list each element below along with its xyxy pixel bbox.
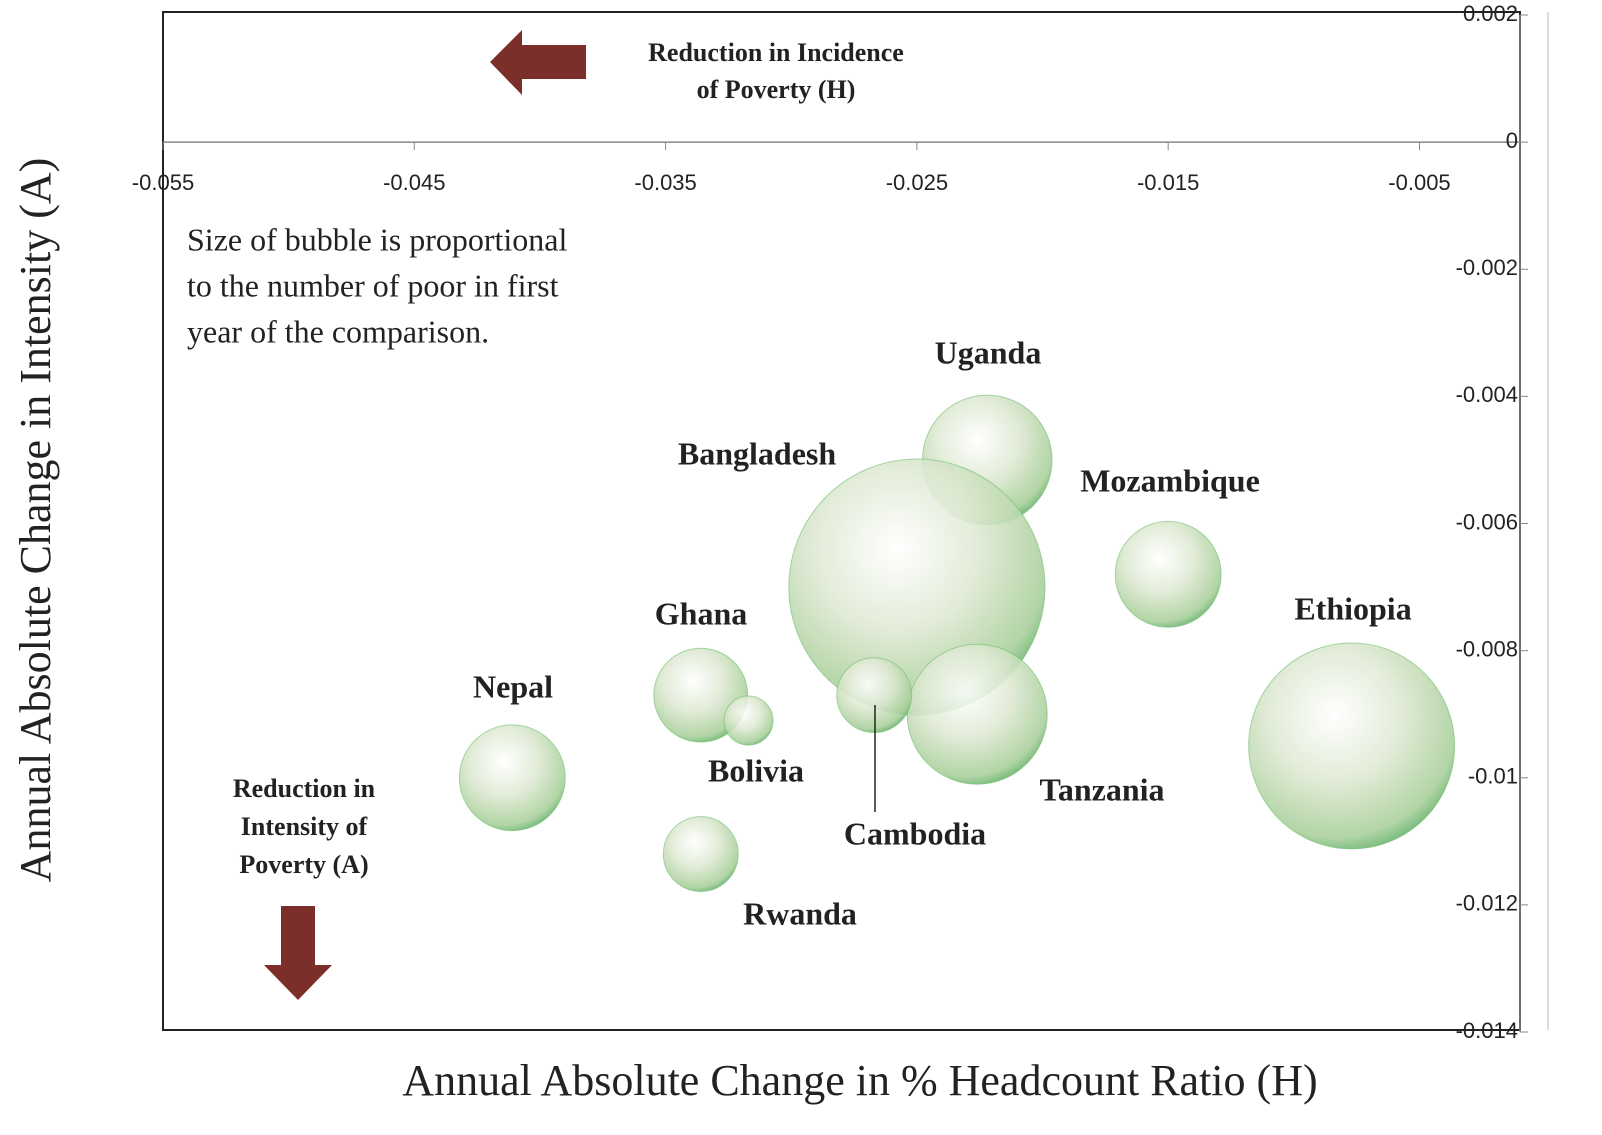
bubble-label: Nepal [473, 668, 553, 704]
y-tick-label: -0.014 [1456, 1018, 1518, 1043]
annotation: year of the comparison. [187, 313, 489, 349]
bubble [662, 816, 739, 892]
annotation: Reduction in [233, 774, 376, 803]
bubble [723, 695, 774, 746]
annotation: Intensity of [241, 812, 368, 841]
annotation: to the number of poor in first [187, 267, 559, 303]
x-tick-label: -0.045 [383, 170, 445, 195]
x-axis-title: Annual Absolute Change in % Headcount Ra… [402, 1056, 1317, 1105]
annotation: Reduction in Incidence [648, 38, 904, 67]
annotation: of Poverty (H) [697, 75, 856, 104]
bubble [906, 643, 1048, 785]
x-tick-label: -0.055 [132, 170, 194, 195]
bubble-label: Bolivia [708, 752, 804, 788]
y-tick-label: -0.004 [1456, 382, 1518, 407]
bubble-label: Cambodia [844, 815, 986, 851]
y-tick-label: -0.012 [1456, 891, 1518, 916]
bubble-label: Ethiopia [1294, 590, 1411, 626]
bubble-label: Mozambique [1080, 462, 1260, 498]
bubble [836, 657, 913, 734]
x-tick-label: -0.025 [886, 170, 948, 195]
y-tick-label: -0.002 [1456, 255, 1518, 280]
x-tick-label: -0.015 [1137, 170, 1199, 195]
annotation: Size of bubble is proportional [187, 221, 567, 257]
y-tick-label: 0 [1506, 128, 1518, 153]
x-tick-label: -0.035 [634, 170, 696, 195]
bubble-label: Ghana [655, 595, 747, 631]
annotation: Poverty (A) [239, 850, 368, 879]
y-tick-label: -0.01 [1468, 764, 1518, 789]
y-tick-label: -0.008 [1456, 636, 1518, 661]
bubble [1114, 520, 1222, 628]
x-tick-label: -0.005 [1388, 170, 1450, 195]
arrow-left [490, 30, 586, 95]
bubble-label: Bangladesh [678, 435, 836, 471]
bubble-label: Rwanda [743, 895, 857, 931]
bubble-label: Uganda [935, 334, 1042, 370]
bubble [1248, 642, 1456, 850]
bubble-label: Tanzania [1039, 771, 1164, 807]
y-axis-title: Annual Absolute Change in Intensity (A) [11, 158, 60, 883]
y-tick-label: 0.002 [1463, 1, 1518, 26]
y-tick-label: -0.006 [1456, 509, 1518, 534]
arrow-down [264, 906, 332, 1000]
bubble [458, 724, 566, 832]
